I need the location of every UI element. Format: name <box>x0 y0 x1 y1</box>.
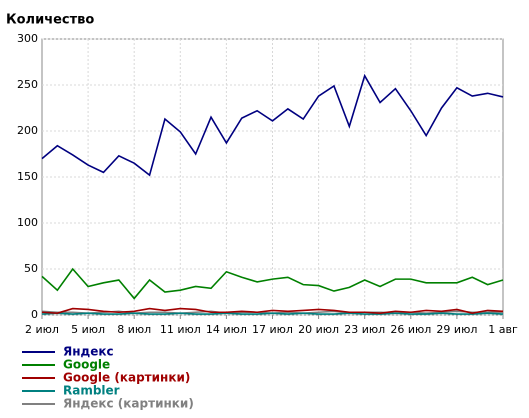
series-line <box>41 73 504 177</box>
y-tick-label: 0 <box>31 308 38 321</box>
chart-title: Количество <box>6 13 94 28</box>
legend-label: Яндекс (картинки) <box>63 397 194 411</box>
y-tick-label: 100 <box>17 216 38 229</box>
x-tick-label: 5 июл <box>71 323 105 336</box>
legend-label: Google (картинки) <box>63 371 190 385</box>
y-tick-label: 300 <box>17 32 38 45</box>
x-tick-label: 14 июл <box>206 323 247 336</box>
series-line <box>41 267 504 300</box>
x-tick-label: 17 июл <box>252 323 293 336</box>
x-tick-label: 20 июл <box>298 323 339 336</box>
x-tick-label: 26 июл <box>390 323 431 336</box>
x-tick-label: 11 июл <box>160 323 201 336</box>
x-tick-label: 23 июл <box>344 323 385 336</box>
y-tick-label: 50 <box>24 262 38 275</box>
legend-label: Яндекс <box>63 345 114 359</box>
legend-label: Google <box>63 358 110 372</box>
legend-label: Rambler <box>63 384 120 398</box>
x-tick-label: 8 июл <box>117 323 151 336</box>
series-line <box>41 312 504 315</box>
y-tick-label: 200 <box>17 124 38 137</box>
y-tick-label: 250 <box>17 78 38 91</box>
x-tick-label: 2 июл <box>25 323 59 336</box>
series-line <box>41 307 504 314</box>
y-tick-label: 150 <box>17 170 38 183</box>
x-tick-label: 1 авг <box>488 323 518 336</box>
x-tick-label: 29 июл <box>436 323 477 336</box>
